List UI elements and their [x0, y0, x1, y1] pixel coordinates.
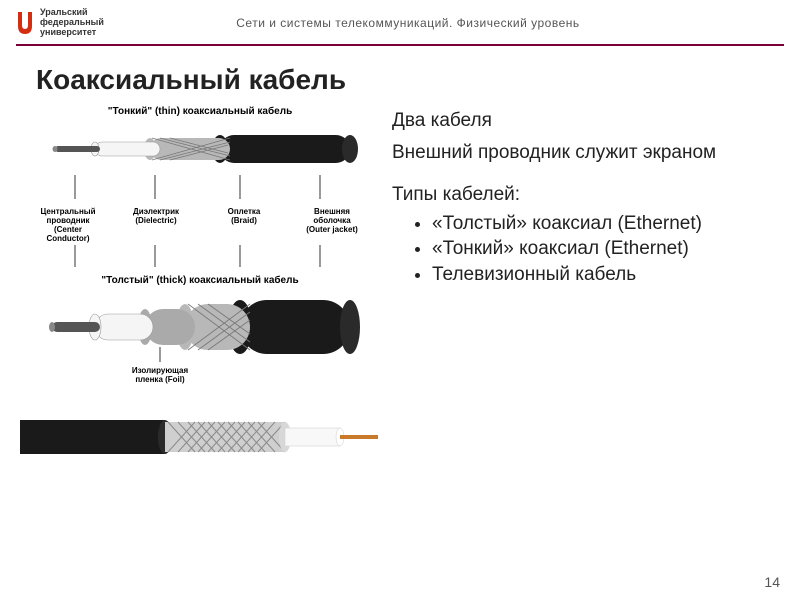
- university-logo: Уральский федеральный университет: [16, 8, 104, 38]
- cable-photo: [20, 402, 380, 477]
- cable-photo-svg: [20, 402, 380, 472]
- diagram-column: "Тонкий" (thin) коаксиальный кабель: [20, 106, 380, 478]
- slide-title: Коаксиальный кабель: [0, 46, 800, 106]
- university-name: Уральский федеральный университет: [40, 8, 104, 38]
- label-foil: Изолирующая пленка (Foil): [0, 366, 380, 384]
- thick-cable-title: "Толстый" (thick) коаксиальный кабель: [20, 275, 380, 286]
- label-center: Центральный проводник (Center Conductor): [24, 207, 112, 244]
- types-heading: Типы кабелей:: [392, 184, 780, 206]
- label-jacket: Внешняя оболочка (Outer jacket): [288, 207, 376, 244]
- callout-lines: [40, 175, 360, 205]
- text-line-1: Два кабеля: [392, 110, 780, 132]
- list-item: «Тонкий» коаксиал (Ethernet): [432, 237, 780, 261]
- logo-icon: [16, 10, 34, 36]
- thin-cable-title: "Тонкий" (thin) коаксиальный кабель: [20, 106, 380, 117]
- content-area: "Тонкий" (thin) коаксиальный кабель: [0, 106, 800, 478]
- course-title: Сети и системы телекоммуникаций. Физичес…: [112, 16, 784, 30]
- label-dielectric: Диэлектрик (Dielectric): [112, 207, 200, 244]
- slide-header: Уральский федеральный университет Сети и…: [0, 0, 800, 42]
- cable-layer-labels: Центральный проводник (Center Conductor)…: [20, 205, 380, 246]
- list-item: «Толстый» коаксиал (Ethernet): [432, 212, 780, 236]
- label-braid: Оплетка (Braid): [200, 207, 288, 244]
- text-line-2: Внешний проводник служит экраном: [392, 142, 780, 164]
- thick-cable-diagram: [40, 292, 360, 362]
- list-item: Телевизионный кабель: [432, 263, 780, 287]
- thin-cable-diagram: [40, 123, 360, 175]
- uni-line3: университет: [40, 28, 104, 38]
- types-list: «Толстый» коаксиал (Ethernet) «Тонкий» к…: [392, 212, 780, 287]
- callout-lines-up: [40, 245, 360, 267]
- page-number: 14: [764, 574, 780, 590]
- text-column: Два кабеля Внешний проводник служит экра…: [392, 106, 780, 478]
